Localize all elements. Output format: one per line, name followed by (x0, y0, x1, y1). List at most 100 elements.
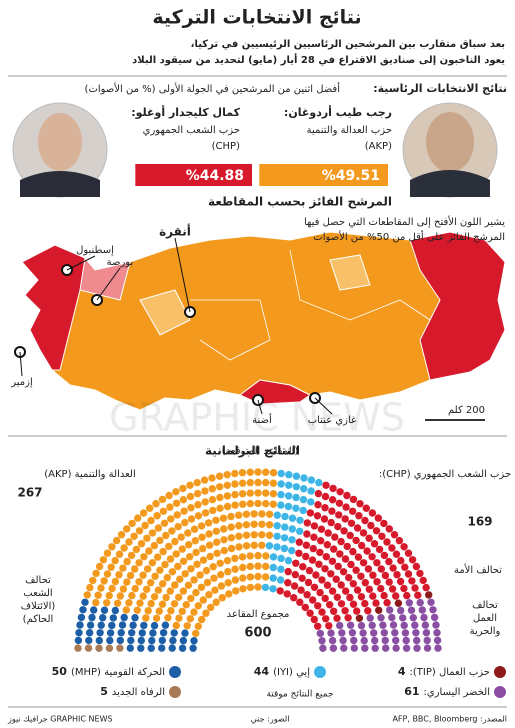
seat (327, 570, 335, 578)
seat (284, 502, 293, 511)
seat (254, 489, 262, 497)
party-seats (261, 469, 323, 593)
seat (105, 591, 113, 600)
seat (370, 629, 378, 637)
seat (220, 546, 228, 555)
seat (404, 549, 413, 557)
seat (220, 525, 228, 533)
seat (180, 507, 188, 515)
seat (179, 484, 187, 493)
seat (297, 586, 305, 594)
seat (194, 501, 202, 509)
seat (336, 488, 344, 496)
seat (156, 566, 164, 574)
seat (164, 614, 172, 622)
seat (402, 644, 411, 652)
party-seats-label: 169 (467, 515, 492, 529)
seat (190, 525, 199, 533)
seat (341, 607, 349, 615)
seat (365, 585, 373, 593)
seat (343, 491, 351, 500)
seat (254, 551, 262, 560)
seat (146, 504, 154, 512)
seat (175, 593, 183, 601)
seat (160, 519, 169, 527)
seat (197, 583, 206, 591)
seat (402, 636, 410, 645)
city-label: إسطنبول (76, 245, 114, 256)
alliance-label: والحرية (470, 626, 501, 637)
legend-label: الحركة القومية (MHP) (71, 667, 165, 678)
seat (356, 500, 364, 508)
seat (386, 606, 394, 614)
legend-seats: 5 (100, 685, 108, 698)
seat (265, 531, 274, 539)
seat (291, 570, 299, 579)
seat (254, 499, 262, 508)
seat (239, 500, 247, 508)
seat (148, 559, 157, 567)
seat (85, 636, 93, 645)
seat (363, 547, 371, 555)
seat (367, 521, 375, 530)
seat (135, 559, 143, 567)
seat (112, 536, 121, 545)
seat (400, 543, 408, 551)
seat (242, 510, 251, 518)
seat (364, 565, 373, 573)
seat (99, 556, 108, 564)
seat (302, 552, 310, 561)
seat (314, 501, 322, 509)
seat (392, 644, 400, 652)
seat (76, 621, 84, 629)
seat (306, 509, 315, 517)
seat (205, 591, 213, 599)
alliance-label: العمل (473, 613, 497, 624)
parliament-title: النتائج البرلمانية (205, 444, 300, 458)
seat (167, 607, 175, 615)
seat (88, 613, 96, 622)
seat (334, 522, 342, 531)
seat (158, 644, 166, 652)
seat (401, 629, 410, 637)
seat (216, 493, 224, 502)
seat (108, 584, 116, 593)
seat (125, 599, 133, 607)
seat (140, 621, 148, 630)
seat (276, 587, 284, 595)
seat (420, 613, 428, 622)
seat (186, 553, 194, 561)
seat (242, 542, 251, 550)
party-seats (355, 591, 433, 622)
seat (179, 557, 188, 565)
seat (74, 636, 83, 645)
title: نتائج الانتخابات التركية (152, 7, 361, 29)
seat (299, 495, 308, 504)
seat (220, 536, 228, 544)
seat (432, 621, 440, 629)
seat (399, 614, 407, 622)
seat (200, 476, 209, 484)
seat (250, 510, 258, 518)
seat (156, 536, 164, 545)
seat (269, 574, 277, 582)
seat (139, 592, 147, 600)
seat (330, 545, 338, 553)
seat (276, 576, 285, 584)
seat (412, 629, 420, 637)
seat (341, 555, 350, 563)
seat (238, 490, 247, 498)
seat (187, 565, 195, 573)
seat (201, 498, 209, 506)
seat (434, 644, 442, 652)
seat (333, 593, 341, 601)
seat (381, 571, 390, 580)
seat (205, 530, 213, 538)
photo-credit: الصور: جتي (251, 715, 290, 724)
seat (131, 614, 139, 622)
seat (284, 579, 292, 587)
seat (152, 500, 160, 508)
seat (340, 527, 348, 535)
seat (231, 565, 239, 573)
seat (346, 621, 355, 629)
